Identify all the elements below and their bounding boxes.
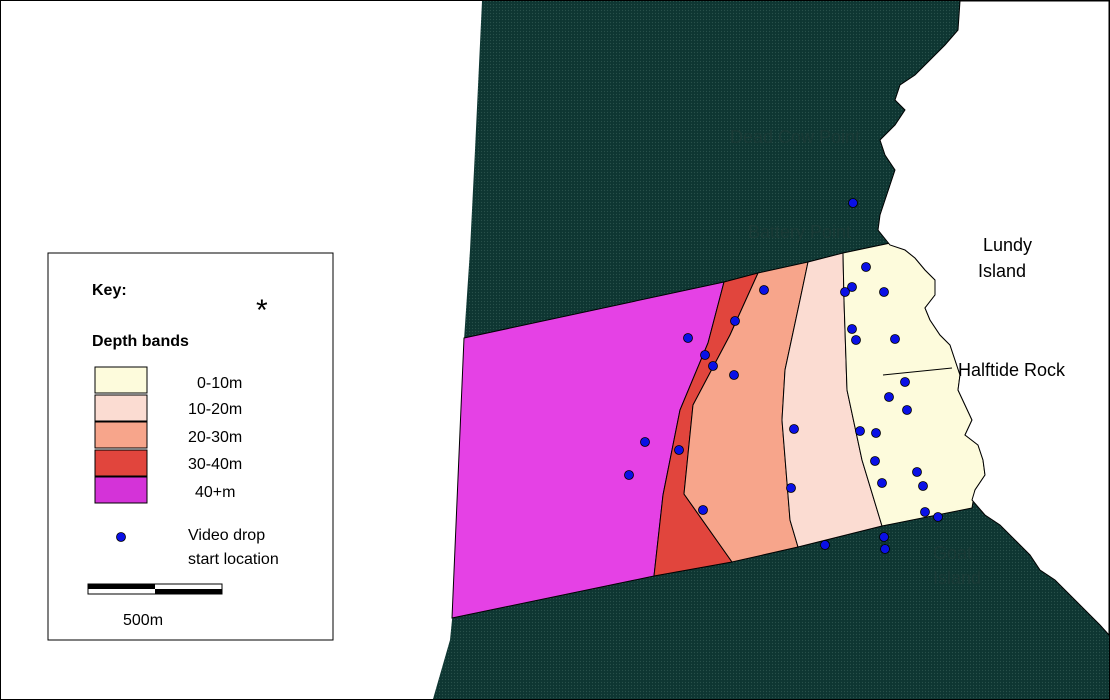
scale-label: 500m — [123, 612, 163, 629]
video-drop-point — [879, 532, 889, 542]
band-label-30-40: 30-40m — [188, 456, 242, 473]
video-drop-point — [870, 456, 880, 466]
band-label-20-30: 20-30m — [188, 429, 242, 446]
video-drop-point — [640, 437, 650, 447]
map-key: Key: * Depth bands 0-10m 10-20m 20-30m 3… — [47, 252, 334, 641]
video-drop-point — [848, 198, 858, 208]
video-drop-point — [884, 392, 894, 402]
swatch-10-20 — [94, 394, 148, 422]
label-lundy-island-line1: Lundy — [983, 235, 1032, 255]
video-drop-point — [912, 467, 922, 477]
video-drop-point — [880, 544, 890, 554]
video-drop-point — [877, 478, 887, 488]
video-drop-point — [624, 470, 634, 480]
video-drop-point — [855, 426, 865, 436]
video-drop-point — [871, 428, 881, 438]
video-drop-point — [900, 377, 910, 387]
video-drop-label-line1: Video drop — [188, 527, 265, 544]
video-drop-point — [683, 333, 693, 343]
halftide-rock-leader — [882, 367, 953, 376]
video-drop-point — [786, 483, 796, 493]
video-drop-point — [890, 334, 900, 344]
video-drop-point — [730, 316, 740, 326]
video-drop-point — [861, 262, 871, 272]
video-drop-point — [918, 481, 928, 491]
video-drop-point — [902, 405, 912, 415]
swatch-30-40 — [94, 449, 148, 477]
scale-bar — [87, 583, 223, 595]
video-drop-point — [920, 507, 930, 517]
video-drop-point — [789, 424, 799, 434]
label-halftide-rock: Halftide Rock — [958, 360, 1066, 380]
swatch-0-10 — [94, 366, 148, 394]
video-drop-point — [708, 361, 718, 371]
video-drop-point — [847, 324, 857, 334]
coastline — [877, 0, 1110, 637]
video-drop-point — [759, 285, 769, 295]
video-drop-swatch — [116, 532, 126, 542]
key-title: Key: — [92, 282, 127, 299]
band-label-40-plus: 40+m — [195, 484, 235, 501]
video-drop-point — [840, 287, 850, 297]
swatch-40-plus — [94, 476, 148, 504]
label-lundy-island-line2: Island — [978, 261, 1026, 281]
video-drop-point — [933, 512, 943, 522]
video-drop-point — [851, 335, 861, 345]
swatch-20-30 — [94, 421, 148, 449]
label-battery-point: Battery Point — [748, 222, 851, 242]
video-drop-point — [700, 350, 710, 360]
key-depth-bands-title: Depth bands — [92, 333, 189, 350]
key-box — [47, 252, 334, 641]
north-asterisk: * — [256, 294, 268, 327]
video-drop-points — [624, 198, 943, 554]
video-drop-point — [820, 540, 830, 550]
band-label-0-10: 0-10m — [197, 375, 242, 392]
label-goat-island-line1: Goat — [933, 543, 972, 563]
label-goat-island-line2: Island — [933, 568, 981, 588]
video-drop-point — [674, 445, 684, 455]
video-drop-label-line2: start location — [188, 551, 279, 568]
video-drop-point — [698, 505, 708, 515]
video-drop-point — [879, 287, 889, 297]
video-drop-point — [847, 282, 857, 292]
video-drop-point — [729, 370, 739, 380]
label-dead-cow-point: Dead Cow Point — [730, 127, 860, 147]
band-label-10-20: 10-20m — [188, 401, 242, 418]
